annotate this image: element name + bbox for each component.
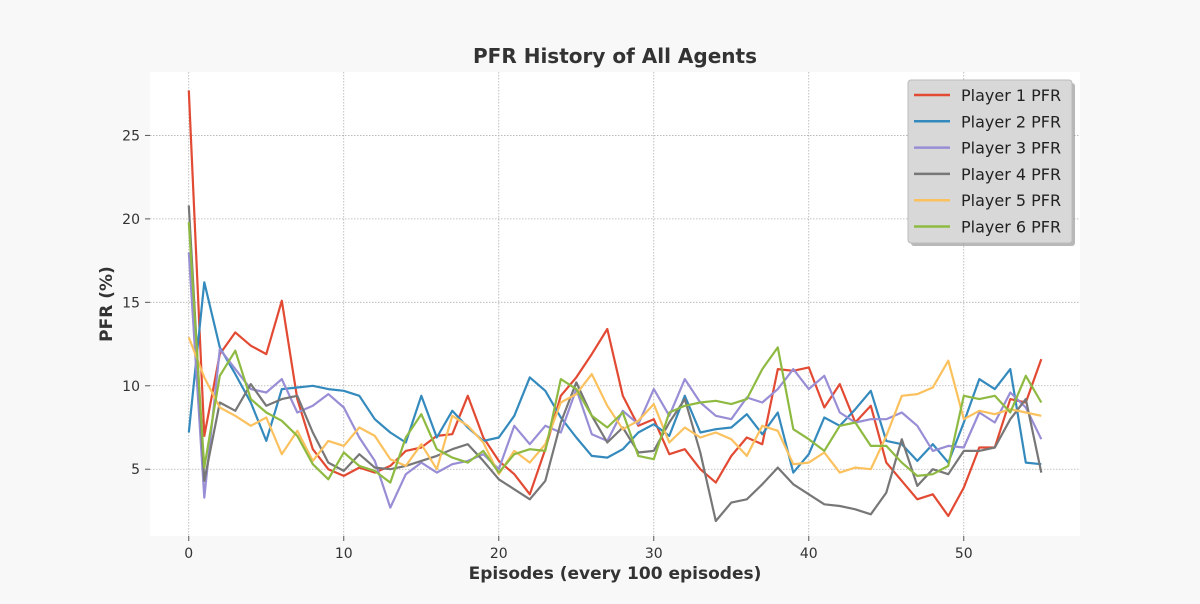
x-axis-label: Episodes (every 100 episodes) [469,564,762,584]
y-tick-label: 20 [122,212,140,228]
series-line-player-3 [187,252,1043,509]
x-tick-label: 0 [184,546,193,562]
series-line-player-1 [187,90,1043,518]
chart-title: PFR History of All Agents [473,44,757,68]
series-line-player-5 [187,337,1042,476]
y-tick-label: 10 [122,379,140,395]
legend-label-player-1: Player 1 PFR [961,86,1061,105]
legend-label-player-5: Player 5 PFR [961,191,1061,210]
grid-lines [150,72,1080,536]
y-tick-label: 15 [122,295,140,311]
y-axis-label: PFR (%) [97,266,117,342]
x-tick-label: 10 [335,546,353,562]
series-lines [187,90,1043,523]
axis-ticks: 0 10 20 30 40 50 5 10 15 20 25 [122,128,972,562]
legend-entries: Player 1 PFR Player 2 PFR Player 3 PFR Play… [914,86,1061,237]
x-tick-label: 40 [800,546,818,562]
series-line-player-2 [187,281,1042,474]
y-tick-label: 5 [131,462,140,478]
y-tick-label: 25 [122,128,140,144]
x-tick-label: 50 [955,546,973,562]
legend-label-player-2: Player 2 PFR [961,112,1061,131]
legend: Player 1 PFR Player 2 PFR Player 3 PFR Play… [907,79,1075,246]
x-tick-label: 30 [645,546,663,562]
legend-label-player-4: Player 4 PFR [961,165,1061,184]
legend-label-player-3: Player 3 PFR [961,139,1061,158]
x-tick-label: 20 [490,546,508,562]
series-line-player-6 [187,222,1043,484]
series-line-player-4 [187,205,1043,523]
legend-label-player-6: Player 6 PFR [961,218,1061,237]
